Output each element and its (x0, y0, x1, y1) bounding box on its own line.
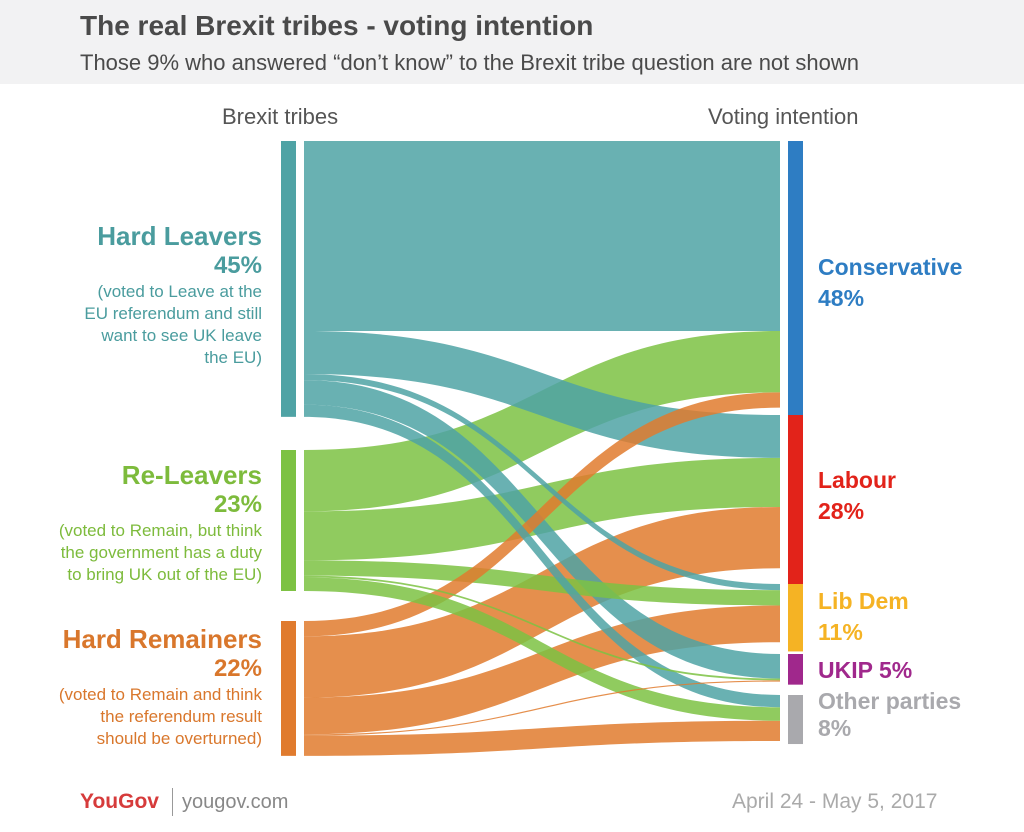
party-other: Other parties 8% (818, 688, 961, 742)
flow-hard-leavers-to-ukip (304, 380, 780, 679)
tribe-desc-line: should be overturned) (96, 729, 262, 748)
flow-hard-leavers-to-other-parties (304, 404, 780, 708)
party-name: Lib Dem (818, 588, 909, 614)
right-column-header: Voting intention (708, 104, 859, 129)
tribe-desc-line: want to see UK leave (101, 326, 262, 345)
tribe-desc-line: (voted to Remain, but think (58, 521, 262, 540)
party-pct: 5% (878, 657, 913, 683)
party-pct: 28% (818, 498, 865, 524)
flow-hard-remainers-to-conservative (304, 392, 780, 637)
node-hard-remainers (281, 621, 296, 756)
party-ukip: UKIP 5% (818, 655, 912, 686)
yougov-logo: YouGov (80, 790, 159, 813)
party-labour: Labour 28% (818, 465, 896, 527)
node-other-parties (788, 695, 803, 745)
flow-hard-leavers-to-conservative (304, 141, 780, 332)
node-ukip (788, 654, 803, 685)
flow-hard-remainers-to-other-parties (304, 720, 780, 756)
footer-divider (172, 788, 173, 816)
left-column-header: Brexit tribes (222, 104, 339, 129)
footer-url: yougov.com (182, 791, 289, 813)
chart-title: The real Brexit tribes - voting intentio… (80, 10, 594, 41)
party-conservative: Conservative 48% (818, 252, 962, 314)
tribe-desc-line: the referendum result (100, 707, 262, 726)
tribe-hard-leavers: Hard Leavers 45% (voted to Leave at the … (84, 221, 262, 369)
flow-hard-remainers-to-ukip (304, 680, 780, 736)
survey-date: April 24 - May 5, 2017 (732, 790, 938, 813)
flow-re-leavers-to-conservative (304, 331, 780, 512)
flow-re-leavers-to-lib-dem (304, 560, 780, 606)
node-re-leavers (281, 450, 296, 591)
tribe-desc-line: the government has a duty (60, 543, 262, 562)
party-pct: 48% (818, 285, 865, 311)
flow-re-leavers-to-ukip (304, 575, 780, 681)
tribe-re-leavers: Re-Leavers 23% (voted to Remain, but thi… (59, 460, 262, 586)
tribe-desc-line: (voted to Leave at the (97, 282, 262, 301)
tribe-desc-line: (voted to Remain and think (58, 685, 262, 704)
party-pct: 11% (818, 619, 863, 645)
chart-subtitle: Those 9% who answered “don’t know” to th… (80, 50, 859, 75)
tribe-desc-line: to bring UK out of the EU) (67, 565, 262, 584)
tribe-name: Hard Remainers (62, 624, 262, 654)
party-name: Conservative (818, 254, 963, 280)
node-lib-dem (788, 584, 803, 652)
party-name: Other parties (818, 688, 962, 714)
node-hard-leavers (281, 141, 296, 417)
tribe-desc-line: the EU) (204, 348, 262, 367)
flow-hard-remainers-to-labour (304, 506, 780, 698)
tribe-desc-line: EU referendum and still (84, 304, 262, 323)
tribe-pct: 22% (213, 655, 262, 682)
node-labour (788, 415, 803, 587)
flow-hard-leavers-to-lib-dem (304, 373, 780, 591)
tribe-name: Hard Leavers (97, 221, 262, 251)
tribe-hard-remainers: Hard Remainers 22% (voted to Remain and … (59, 624, 262, 750)
party-name: Labour (818, 467, 896, 493)
tribe-pct: 45% (213, 252, 262, 279)
tribe-name: Re-Leavers (121, 460, 262, 490)
header-band (0, 0, 1024, 84)
flow-re-leavers-to-other-parties (304, 577, 780, 721)
party-name: UKIP (818, 657, 873, 683)
tribe-pct: 23% (213, 491, 262, 518)
party-lib-dem: Lib Dem 11% (818, 586, 909, 648)
node-conservative (788, 141, 803, 436)
party-pct: 8% (818, 715, 852, 741)
